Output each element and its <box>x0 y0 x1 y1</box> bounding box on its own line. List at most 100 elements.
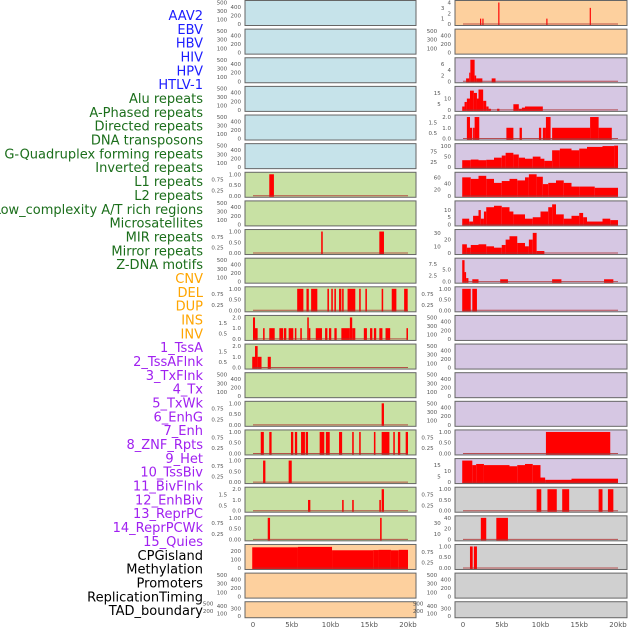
data-bar <box>517 242 525 255</box>
data-bar <box>347 288 356 312</box>
panel-background <box>454 515 628 542</box>
y-tick-label: 300 <box>217 152 228 158</box>
y-tick-label: 0 <box>448 51 452 57</box>
data-bar <box>480 517 487 541</box>
y-tick-label: 2.0 <box>442 115 451 121</box>
y-tick-label: 0 <box>238 108 242 114</box>
track-label: DNA transposons <box>91 134 203 149</box>
track-label: L1 repeats <box>134 175 203 190</box>
data-bar <box>598 127 612 140</box>
data-bar <box>525 246 529 255</box>
data-bar <box>604 279 614 283</box>
data-bar <box>513 214 525 226</box>
y-tick-label: 0.75 <box>421 292 434 298</box>
data-bar <box>473 92 477 111</box>
y-tick-label: 1.00 <box>439 487 452 493</box>
track-label: CNV <box>175 272 203 287</box>
data-bar <box>466 117 470 140</box>
data-bar <box>332 550 374 569</box>
data-bar <box>532 465 541 484</box>
data-bar <box>406 328 408 340</box>
data-bar <box>528 239 533 255</box>
y-tick-label: 300 <box>441 607 452 613</box>
panel-background <box>454 314 628 341</box>
data-bar <box>252 356 256 369</box>
track-label: G-Quadruplex forming repeats <box>4 147 203 162</box>
y-tick-label: 100 <box>427 361 438 367</box>
data-bar <box>494 157 502 169</box>
data-bar <box>263 460 266 484</box>
panel-background <box>244 200 417 227</box>
track-label: AAV2 <box>169 9 203 24</box>
y-tick-label: 100 <box>427 46 438 52</box>
y-tick-label: 200 <box>231 157 242 163</box>
y-tick-label: 0.75 <box>211 464 224 470</box>
y-tick-label: 0 <box>238 22 242 28</box>
y-tick-label: 100 <box>217 18 228 24</box>
data-bar <box>297 288 304 312</box>
data-bar <box>379 499 381 512</box>
data-bar <box>559 148 572 169</box>
data-bar <box>288 460 292 484</box>
data-bar <box>563 218 572 226</box>
data-bar <box>462 177 471 197</box>
data-bar <box>517 180 525 197</box>
data-bar <box>255 346 258 369</box>
data-bar <box>494 247 502 255</box>
data-bar <box>589 7 591 25</box>
data-bar <box>501 155 506 169</box>
panel-background <box>244 400 417 427</box>
data-bar <box>263 328 265 340</box>
y-tick-label: 1.00 <box>229 430 242 436</box>
y-tick-label: 300 <box>217 95 228 101</box>
track-label: EBV <box>177 23 203 38</box>
x-axis: 0 5kb 10kb 15kb 20kb 0 5kb 10kb 15kb 20kb <box>251 621 627 629</box>
data-bar <box>325 328 328 340</box>
data-bar <box>359 288 361 312</box>
y-tick-label: 100 <box>231 558 242 564</box>
track-label: 3_TxFlnk <box>146 369 204 384</box>
data-bar <box>397 431 401 455</box>
y-tick-label: 0.50 <box>229 240 242 246</box>
panel-background <box>244 486 417 513</box>
data-bar <box>496 517 508 541</box>
y-tick-label: 25 <box>430 160 437 166</box>
track-label: HBV <box>176 37 203 52</box>
y-tick-label: 10 <box>434 532 441 538</box>
track-label: HIV <box>180 51 203 66</box>
y-tick-label: 500 <box>217 373 228 379</box>
data-bar <box>607 489 614 512</box>
y-tick-label: 300 <box>231 607 242 613</box>
track-panel: 0.00 0.25 0.50 0.75 1.00 <box>421 429 628 457</box>
track-panel: 0.0 0.5 1.0 1.5 2.0 <box>218 314 417 343</box>
data-bar <box>381 489 384 512</box>
y-tick-label: 200 <box>231 13 242 19</box>
y-tick-label: 400 <box>231 91 242 97</box>
data-bar <box>517 465 525 484</box>
data-bar <box>378 549 391 569</box>
y-tick-label: 400 <box>441 406 452 412</box>
panel-background <box>244 257 417 284</box>
data-bar <box>498 2 500 25</box>
data-bar <box>365 288 367 312</box>
track-label: 7_Enh <box>164 424 203 439</box>
y-tick-label: 400 <box>231 205 242 211</box>
data-bar <box>466 247 471 255</box>
data-bar <box>602 218 611 226</box>
data-bar <box>269 174 274 197</box>
y-tick-label: 0.00 <box>229 451 242 457</box>
track-panel: 0.00 0.25 0.50 0.75 1.00 <box>421 543 628 572</box>
data-bar <box>571 186 580 197</box>
data-bar <box>470 244 479 255</box>
data-bar <box>391 288 397 312</box>
y-tick-label: 0 <box>238 566 242 572</box>
data-bar <box>308 499 311 512</box>
data-bar <box>342 288 344 312</box>
track-panel: 0.0 2.5 5.0 7.5 <box>428 257 628 286</box>
data-bar <box>480 18 482 25</box>
panel-background <box>244 229 417 256</box>
